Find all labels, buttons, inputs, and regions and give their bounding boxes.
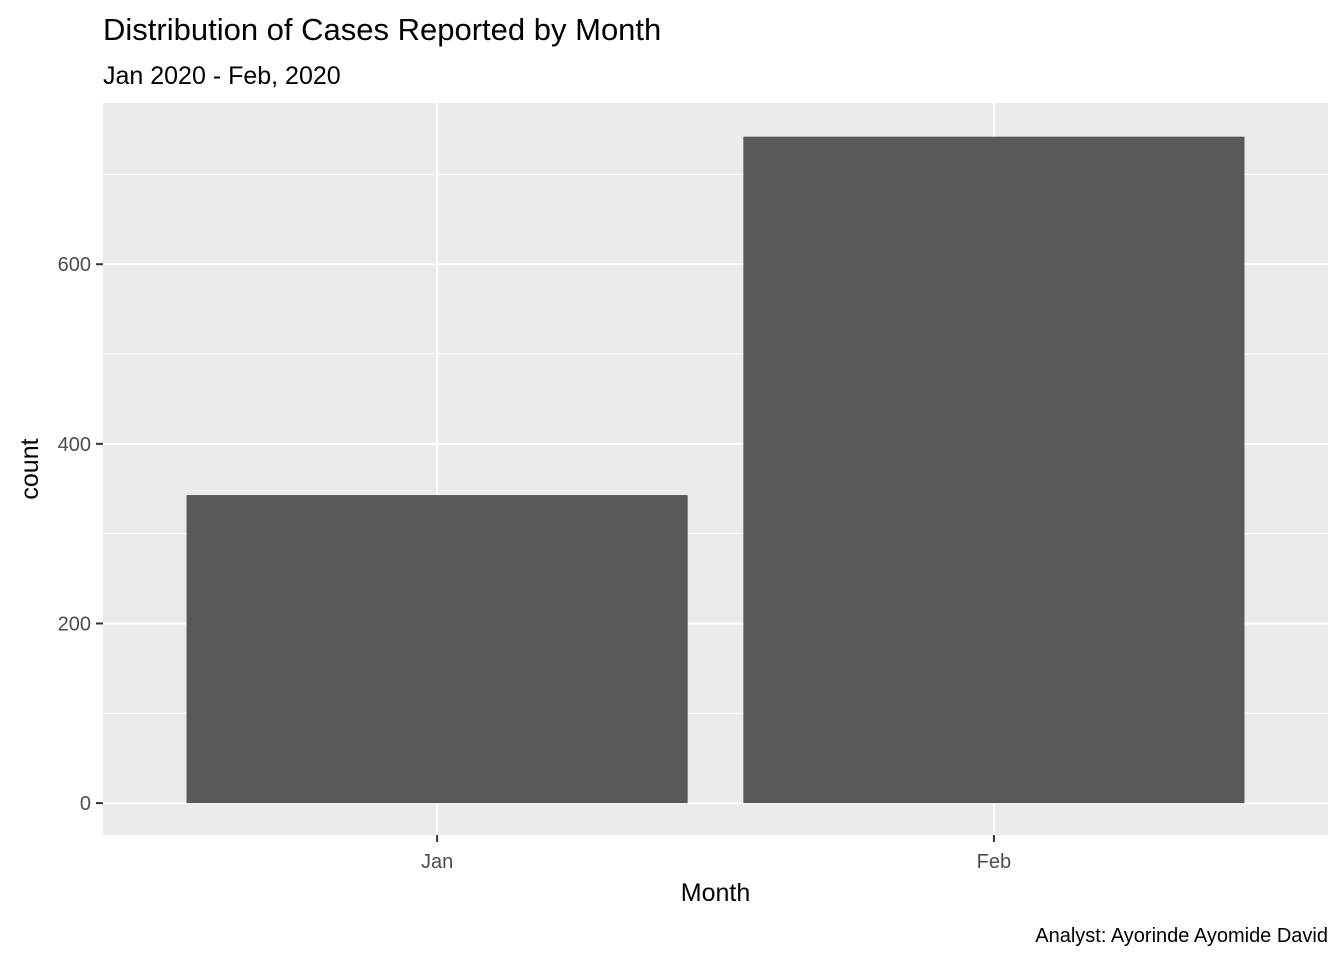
y-axis-title: count [16, 438, 44, 499]
bar-jan [186, 495, 688, 804]
y-axis-ticks: 0 200 400 600 [58, 254, 103, 815]
chart-subtitle: Jan 2020 - Feb, 2020 [103, 62, 341, 90]
chart-caption: Analyst: Ayorinde Ayomide David [1035, 925, 1328, 947]
x-axis-title: Month [681, 879, 750, 907]
x-tick-label: Feb [977, 851, 1011, 873]
y-tick-label: 200 [58, 613, 91, 635]
bars [186, 136, 1245, 804]
y-tick-label: 400 [58, 434, 91, 456]
chart-title: Distribution of Cases Reported by Month [103, 12, 661, 47]
x-axis-ticks: Jan Feb [421, 835, 1011, 873]
bar-feb [743, 136, 1245, 804]
y-tick-label: 0 [80, 793, 91, 815]
y-tick-label: 600 [58, 254, 91, 276]
x-tick-label: Jan [421, 851, 453, 873]
